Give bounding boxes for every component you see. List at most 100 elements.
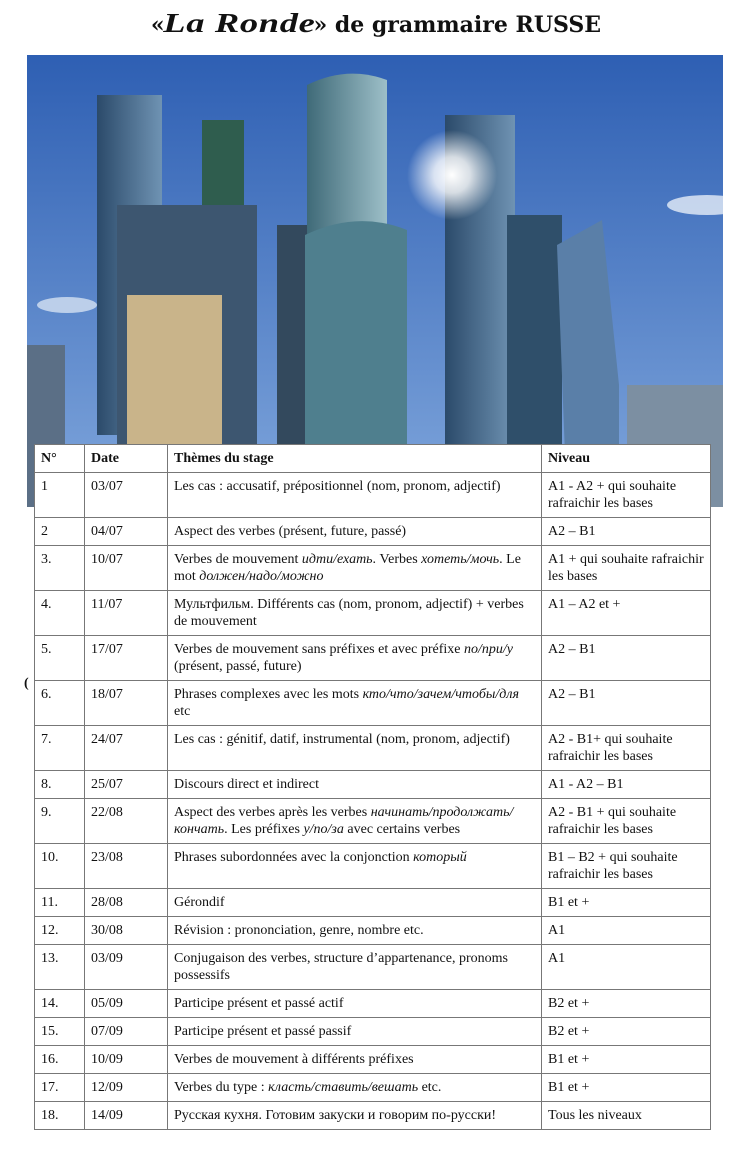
cell-theme: Gérondif [167, 888, 542, 917]
theme-text: Мультфильм. Différents cas (nom, pronom,… [174, 597, 524, 629]
cell-level: A2 - B1 + qui souhaite rafraichir les ba… [541, 798, 711, 844]
cell-date: 03/09 [84, 944, 168, 990]
cell-date: 23/08 [84, 843, 168, 889]
table-row: 2 04/07 Aspect des verbes (présent, future… [34, 517, 711, 546]
cell-date: 04/07 [84, 517, 168, 546]
table-row: 15. 07/09 Participe présent et passé passi… [34, 1017, 711, 1046]
cell-date: 22/08 [84, 798, 168, 844]
cell-number: 2 [34, 517, 85, 546]
table-header-row: N° Date Thèmes du stage Niveau [34, 444, 711, 473]
cell-date: 12/09 [84, 1073, 168, 1102]
cell-level: A1 - A2 + qui souhaite rafraichir les ba… [541, 472, 711, 518]
cell-number: 9. [34, 798, 85, 844]
cell-level: A1 - A2 – B1 [541, 770, 711, 799]
cell-date: 07/09 [84, 1017, 168, 1046]
cell-theme: Мультфильм. Différents cas (nom, pronom,… [167, 590, 542, 636]
title-open-quote: « [150, 12, 165, 38]
table-row: 8. 25/07 Discours direct et indirect A1 - A… [34, 770, 711, 799]
theme-text: Phrases complexes avec les mots [174, 687, 363, 702]
table-row: 1 03/07 Les cas : accusatif, prépositionne… [34, 472, 711, 518]
cell-number: 11. [34, 888, 85, 917]
cell-number: 3. [34, 545, 85, 591]
table-row: 9. 22/08 Aspect des verbes après les verbe… [34, 798, 711, 844]
header-number: N° [34, 444, 85, 473]
theme-text: Les cas : accusatif, prépositionnel (nom… [174, 479, 501, 494]
cell-number: 4. [34, 590, 85, 636]
russian-term: класть/ставить/вешать [268, 1080, 419, 1095]
table-row: 7. 24/07 Les cas : génitif, datif, instrum… [34, 725, 711, 771]
theme-text: avec certains verbes [343, 822, 461, 837]
theme-text: etc [174, 704, 191, 719]
theme-text: Verbes du type : [174, 1080, 269, 1095]
table-row: 17. 12/09 Verbes du type : класть/ставить/… [34, 1073, 711, 1102]
russian-term: идти/ехать [301, 552, 373, 567]
russian-term: кто/что/зачем/чтобы/для [362, 687, 519, 702]
header-date: Date [84, 444, 168, 473]
russian-term: который [413, 850, 467, 865]
theme-text: (présent, passé, future) [174, 659, 302, 674]
theme-text: . Le mot [174, 552, 521, 584]
cell-number: 7. [34, 725, 85, 771]
table-row: 5. 17/07 Verbes de mouvement sans préfixes… [34, 635, 711, 681]
cell-theme: Verbes de mouvement sans préfixes et ave… [167, 635, 542, 681]
cell-date: 18/07 [84, 680, 168, 726]
cell-date: 10/09 [84, 1045, 168, 1074]
cell-number: 10. [34, 843, 85, 889]
cell-theme: Phrases subordonnées avec la conjonction… [167, 843, 542, 889]
theme-text: Русская кухня. Готовим закуски и говорим… [174, 1108, 497, 1123]
theme-text: Aspect des verbes (présent, future, pass… [174, 524, 407, 539]
cell-number: 1 [34, 472, 85, 518]
page-title: «La Ronde» de grammaire RUSSE [0, 8, 752, 39]
cell-theme: Révision : prononciation, genre, nombre … [167, 916, 542, 945]
cell-date: 25/07 [84, 770, 168, 799]
cropped-text-fragment: ( [24, 676, 29, 691]
table-row: 13. 03/09 Conjugaison des verbes, structur… [34, 944, 711, 990]
cell-number: 12. [34, 916, 85, 945]
table-row: 10. 23/08 Phrases subordonnées avec la con… [34, 843, 711, 889]
cell-theme: Participe présent et passé actif [167, 989, 542, 1018]
cell-theme: Participe présent et passé passif [167, 1017, 542, 1046]
table-row: 12. 30/08 Révision : prononciation, genre,… [34, 916, 711, 945]
cell-level: B1 et + [541, 888, 711, 917]
table-row: 4. 11/07 Мультфильм. Différents cas (nom, … [34, 590, 711, 636]
cell-level: Tous les niveaux [541, 1101, 711, 1130]
cell-theme: Discours direct et indirect [167, 770, 542, 799]
theme-text: Gérondif [174, 895, 225, 910]
cell-date: 14/09 [84, 1101, 168, 1130]
russian-term: у/по/за [303, 822, 344, 837]
russian-term: хотеть/мочь [421, 552, 500, 567]
cell-theme: Aspect des verbes (présent, future, pass… [167, 517, 542, 546]
table-row: 16. 10/09 Verbes de mouvement à différents… [34, 1045, 711, 1074]
theme-text: etc. [418, 1080, 442, 1095]
theme-text: . Les préfixes [224, 822, 304, 837]
russian-term: начинать/продолжать/кончать [174, 805, 514, 837]
cell-number: 6. [34, 680, 85, 726]
theme-text: Participe présent et passé passif [174, 1024, 352, 1039]
cell-theme: Verbes de mouvement идти/ехать. Verbes х… [167, 545, 542, 591]
cell-date: 30/08 [84, 916, 168, 945]
cell-number: 18. [34, 1101, 85, 1130]
header-theme: Thèmes du stage [167, 444, 542, 473]
theme-text: Participe présent et passé actif [174, 996, 344, 1011]
cell-date: 03/07 [84, 472, 168, 518]
cell-number: 14. [34, 989, 85, 1018]
cell-theme: Русская кухня. Готовим закуски и говорим… [167, 1101, 542, 1130]
cell-level: A1 [541, 916, 711, 945]
cell-theme: Verbes de mouvement à différents préfixe… [167, 1045, 542, 1074]
table-row: 18. 14/09 Русская кухня. Готовим закуски и… [34, 1101, 711, 1130]
theme-text: Les cas : génitif, datif, instrumental (… [174, 732, 510, 747]
cell-level: A1 – A2 et + [541, 590, 711, 636]
cell-theme: Phrases complexes avec les mots кто/что/… [167, 680, 542, 726]
cell-theme: Les cas : génitif, datif, instrumental (… [167, 725, 542, 771]
title-rest: » de grammaire RUSSE [313, 12, 602, 38]
cell-level: B1 – B2 + qui souhaite rafraichir les ba… [541, 843, 711, 889]
theme-text: Conjugaison des verbes, structure d’appa… [174, 951, 508, 983]
cell-date: 28/08 [84, 888, 168, 917]
cell-date: 05/09 [84, 989, 168, 1018]
cell-number: 8. [34, 770, 85, 799]
cell-level: B1 et + [541, 1045, 711, 1074]
theme-text: Phrases subordonnées avec la conjonction [174, 850, 414, 865]
cell-theme: Aspect des verbes après les verbes начин… [167, 798, 542, 844]
cell-level: A1 [541, 944, 711, 990]
cell-level: B2 et + [541, 1017, 711, 1046]
